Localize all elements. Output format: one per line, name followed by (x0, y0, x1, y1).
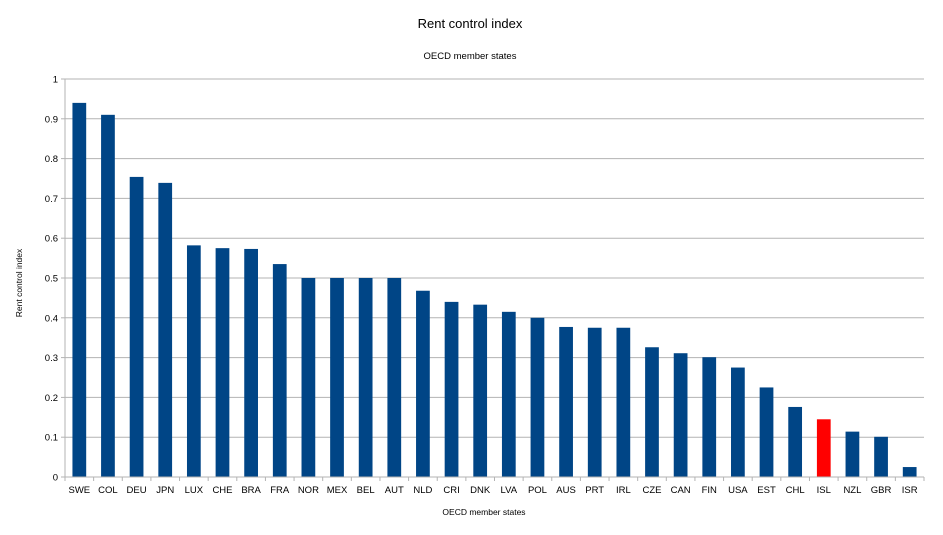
bar-che (215, 248, 230, 477)
x-tick-label: CRI (443, 485, 459, 496)
bar-fin (702, 357, 717, 477)
x-tick-label: LVA (501, 485, 518, 496)
x-tick-label: MEX (327, 485, 348, 496)
y-axis-title: Rent control index (14, 248, 24, 317)
bar-aut (387, 278, 402, 477)
y-tick-labels: 0 0.1 0.2 0.3 0.4 0.5 0.6 0.7 0.8 0.9 1 (45, 75, 65, 484)
y-tick-label: 0.3 (45, 353, 58, 364)
x-tick-label: BEL (357, 485, 375, 496)
y-tick-label: 0.8 (45, 154, 58, 165)
y-tick-label: 0 (53, 473, 58, 484)
bar-fra (272, 264, 287, 477)
bar-pol (530, 317, 545, 477)
bar-prt (587, 327, 602, 477)
y-tick-label: 0.5 (45, 274, 58, 285)
bar-est (759, 387, 774, 477)
x-tick-label: AUS (556, 485, 576, 496)
y-tick-label: 1 (53, 75, 58, 86)
bar-dnk (473, 304, 488, 477)
bar-irl (616, 327, 631, 477)
y-tick-label: 0.7 (45, 194, 58, 205)
x-tick-label: AUT (385, 485, 404, 496)
bar-usa (731, 367, 745, 477)
bars (72, 102, 917, 478)
x-tick-label: DNK (470, 485, 491, 496)
x-tick-label: IRL (616, 485, 631, 496)
x-tick-label: FRA (270, 485, 290, 496)
bar-chl (788, 406, 803, 477)
bar-mex (330, 278, 344, 477)
x-tick-label: JPN (156, 485, 174, 496)
x-tick-label: POL (528, 485, 547, 496)
y-tick-label: 0.9 (45, 114, 58, 125)
y-tick-label: 0.1 (45, 433, 58, 444)
x-tick-label: NOR (298, 485, 319, 496)
x-tick-label: CZE (642, 485, 661, 496)
bar-cri (444, 301, 459, 477)
bar-isr (902, 467, 917, 477)
bar-cze (645, 347, 659, 477)
bar-col (101, 114, 115, 477)
x-tick-label: EST (757, 485, 776, 496)
bar-isl (816, 419, 831, 477)
x-axis-title: OECD member states (442, 507, 525, 517)
bar-swe (72, 102, 87, 477)
x-tick-label: COL (98, 485, 118, 496)
x-tick-label: BRA (241, 485, 261, 496)
x-tick-label: DEU (127, 485, 147, 496)
y-tick-label: 0.6 (45, 234, 58, 245)
x-tick-label: CHE (212, 485, 232, 496)
x-tick-label: CHL (786, 485, 805, 496)
bar-lva (501, 311, 516, 477)
bar-nld (416, 290, 430, 477)
chart-subtitle: OECD member states (424, 51, 517, 62)
bar-jpn (158, 182, 173, 478)
bar-nzl (845, 431, 860, 477)
x-tick-label: FIN (702, 485, 717, 496)
x-tick-label: NZL (843, 485, 861, 496)
x-tick-label: GBR (871, 485, 892, 496)
bar-aus (559, 326, 573, 477)
bar-bel (358, 278, 373, 477)
bar-bra (244, 248, 258, 477)
y-tick-label: 0.2 (45, 393, 58, 404)
gridlines (65, 78, 924, 438)
x-tick-label: SWE (68, 485, 90, 496)
chart-title: Rent control index (418, 16, 523, 31)
bar-gbr (874, 436, 888, 477)
x-tick-label: CAN (671, 485, 691, 496)
bar-lux (186, 245, 201, 477)
bar-can (673, 353, 688, 477)
bar-deu (129, 176, 144, 477)
x-tick-label: ISR (902, 485, 918, 496)
y-tick-label: 0.4 (45, 313, 58, 324)
bar-nor (301, 278, 316, 477)
x-tick-label: ISL (817, 485, 831, 496)
x-tick-label: NLD (413, 485, 432, 496)
x-tick-labels: SWE COL DEU JPN LUX CHE BRA FRA NOR MEX BEL AUT NLD C… (64, 477, 925, 496)
x-tick-label: PRT (585, 485, 604, 496)
x-tick-label: LUX (185, 485, 204, 496)
x-tick-label: USA (728, 485, 748, 496)
